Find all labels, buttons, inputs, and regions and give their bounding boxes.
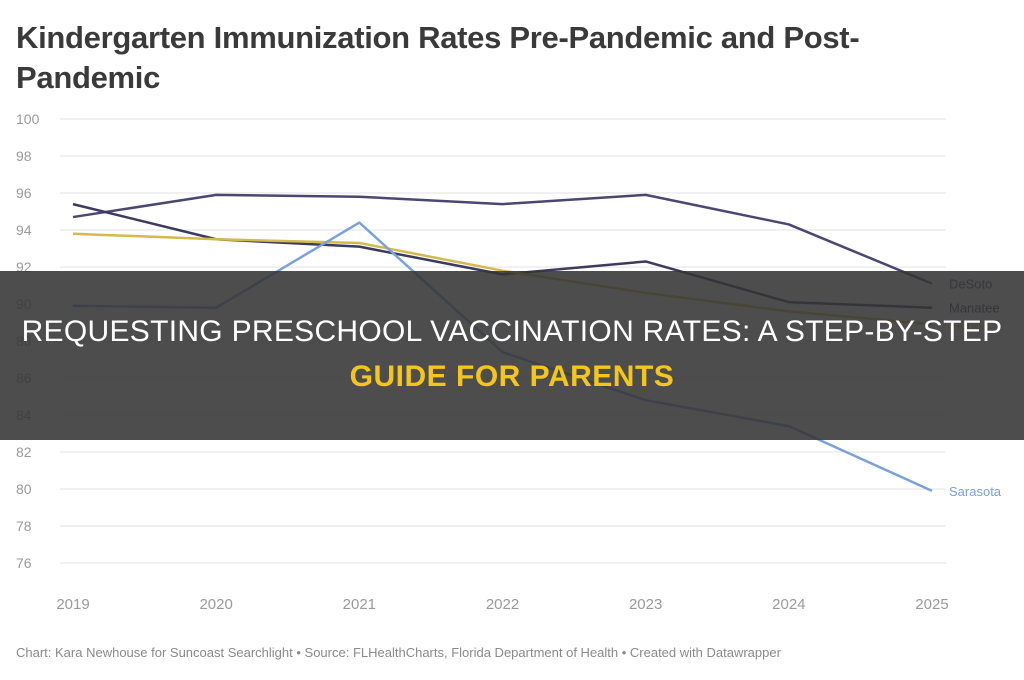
x-axis: 2019 2020 2021 2022 2023 2024 2025 bbox=[56, 596, 948, 613]
x-tick-label: 2020 bbox=[199, 596, 232, 613]
chart-title: Kindergarten Immunization Rates Pre-Pand… bbox=[16, 20, 860, 95]
x-tick-label: 2025 bbox=[915, 596, 948, 613]
banner-title-line1: REQUESTING PRESCHOOL VACCINATION RATES: … bbox=[21, 314, 1003, 348]
series-label-sarasota: Sarasota bbox=[949, 484, 1002, 499]
y-tick-label: 98 bbox=[16, 148, 32, 164]
x-tick-label: 2022 bbox=[486, 596, 519, 613]
y-tick-label: 82 bbox=[16, 444, 32, 460]
y-tick-label: 80 bbox=[16, 481, 32, 497]
x-tick-label: 2021 bbox=[343, 596, 376, 613]
chart-source-note: Chart: Kara Newhouse for Suncoast Search… bbox=[16, 645, 781, 660]
banner-title-line2: GUIDE FOR PARENTS bbox=[349, 359, 675, 393]
y-tick-label: 78 bbox=[16, 518, 32, 534]
series-line-desoto bbox=[72, 193, 933, 285]
y-tick-label: 94 bbox=[16, 222, 32, 238]
y-tick-label: 96 bbox=[16, 185, 32, 201]
x-tick-label: 2019 bbox=[56, 596, 89, 613]
article-title-banner: REQUESTING PRESCHOOL VACCINATION RATES: … bbox=[0, 271, 1024, 440]
x-tick-label: 2023 bbox=[629, 596, 662, 613]
y-tick-label: 100 bbox=[16, 111, 40, 127]
y-tick-label: 76 bbox=[16, 555, 32, 571]
x-tick-label: 2024 bbox=[772, 596, 805, 613]
